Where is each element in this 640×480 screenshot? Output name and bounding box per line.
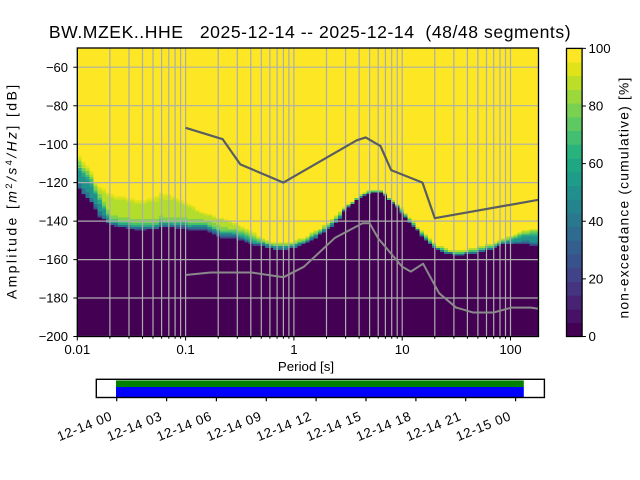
svg-text:−60: −60 [46,60,68,75]
svg-text:non-exceedance (cumulative) [%: non-exceedance (cumulative) [%] [616,77,631,319]
svg-text:Period [s]: Period [s] [278,359,334,374]
svg-text:80: 80 [589,99,604,114]
svg-text:BW.MZEK..HHE 2025-12-14 -- 2: BW.MZEK..HHE 2025-12-14 -- 2025-12-14 (4… [49,22,571,42]
svg-text:−180: −180 [39,291,68,306]
svg-text:40: 40 [589,214,604,229]
svg-text:−100: −100 [39,137,68,152]
svg-text:−200: −200 [39,329,68,344]
svg-text:100: 100 [589,41,611,56]
svg-text:0: 0 [589,329,596,344]
svg-text:−160: −160 [39,252,68,267]
svg-text:−80: −80 [46,98,68,113]
svg-text:20: 20 [589,272,604,287]
svg-text:−140: −140 [39,214,68,229]
svg-text:0.1: 0.1 [176,342,195,357]
svg-text:Amplitude [m2/s4/Hz] [dB]: Amplitude [m2/s4/Hz] [dB] [4,82,20,299]
svg-text:0.01: 0.01 [64,342,90,357]
svg-text:10: 10 [395,342,410,357]
svg-text:60: 60 [589,156,604,171]
svg-text:100: 100 [499,342,521,357]
svg-text:1: 1 [290,342,297,357]
svg-text:−120: −120 [39,175,68,190]
